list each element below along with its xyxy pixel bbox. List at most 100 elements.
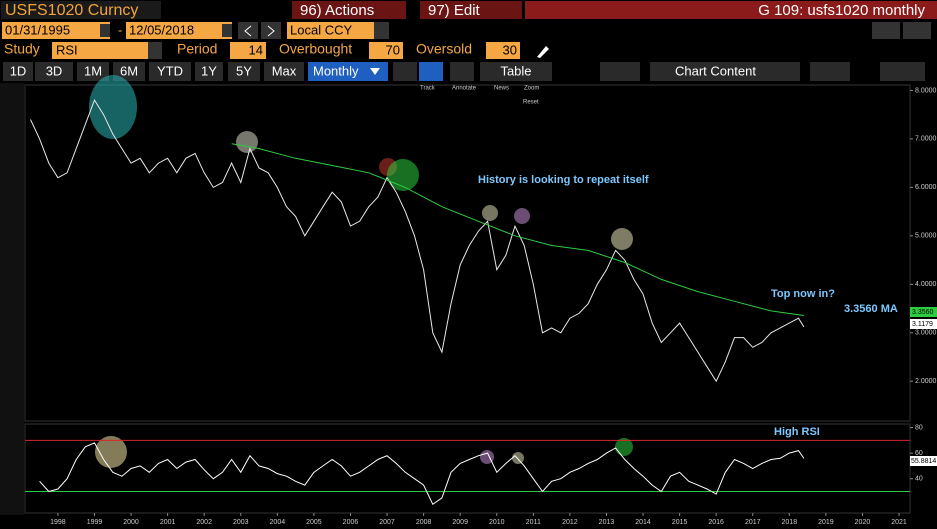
frequency: Monthly: [313, 63, 359, 78]
x-tick-label: 2012: [562, 519, 578, 526]
next-button[interactable]: [261, 22, 281, 39]
chart-tool[interactable]: Track: [420, 86, 436, 92]
x-tick-label: 2016: [708, 519, 724, 526]
period: 14: [249, 42, 263, 57]
chart-tool[interactable]: News: [494, 86, 509, 92]
x-tick-label: 2015: [672, 519, 688, 526]
y-tick-label: 6.0000: [915, 184, 937, 191]
range-label: YTD: [157, 63, 183, 78]
edit-chart-button[interactable]: [810, 62, 850, 81]
range-button[interactable]: [228, 62, 260, 81]
chart-tool[interactable]: Reset: [523, 100, 539, 106]
end-date: 12/05/2018: [129, 22, 194, 37]
annotation: History is looking to repeat itself: [478, 174, 649, 186]
x-tick-label: 2021: [891, 519, 907, 526]
edit-button[interactable]: [420, 1, 522, 19]
x-tick-label: 2003: [233, 519, 249, 526]
currency: Local CCY: [290, 22, 352, 37]
side-toolbar: [0, 83, 24, 515]
y-tick-label: 5.0000: [915, 233, 937, 240]
range-button[interactable]: [264, 62, 304, 81]
x-tick-label: 2007: [379, 519, 395, 526]
range-button[interactable]: [3, 62, 33, 81]
collapse-button[interactable]: [600, 62, 640, 81]
x-tick-label: 2004: [270, 519, 286, 526]
range-label: 6M: [120, 63, 138, 78]
x-tick-label: 2008: [416, 519, 432, 526]
y-tick-label: 60: [915, 450, 923, 457]
dropdown[interactable]: [374, 22, 389, 39]
currency-field[interactable]: [287, 22, 389, 39]
study-label: Study: [4, 41, 40, 57]
actions-button[interactable]: [292, 1, 406, 19]
chart-tool[interactable]: Annotate: [452, 86, 477, 92]
overbought-label: Overbought: [279, 41, 352, 57]
settings-button[interactable]: [880, 62, 925, 81]
table-label: Table: [500, 63, 531, 78]
dropdown[interactable]: [450, 62, 474, 81]
series-line: [231, 143, 804, 316]
range-label: 3D: [46, 63, 63, 78]
study-field[interactable]: [52, 42, 162, 59]
y-tick-label: 7.0000: [915, 136, 937, 143]
chart-content-button[interactable]: [650, 62, 800, 81]
period-field[interactable]: [230, 42, 266, 59]
overbought-field[interactable]: [369, 42, 403, 59]
pencil-icon[interactable]: [537, 46, 549, 58]
range-button[interactable]: [195, 62, 223, 81]
chart-tools: Track Annotate News Zoom Reset: [420, 86, 539, 106]
range-button[interactable]: [149, 62, 191, 81]
x-tick-label: 2010: [489, 519, 505, 526]
range-button[interactable]: [35, 62, 73, 81]
dropdown[interactable]: [148, 42, 162, 59]
highlight: [236, 131, 258, 153]
chart-area: [0, 83, 937, 529]
oversold-field[interactable]: [486, 42, 520, 59]
calendar-icon[interactable]: [100, 24, 110, 37]
end-date-field[interactable]: [126, 22, 232, 39]
series-line: [39, 442, 805, 506]
ticker-box[interactable]: [1, 1, 161, 19]
frequency-button[interactable]: [308, 62, 388, 81]
last-value: 3.1179: [912, 321, 933, 328]
calendar-icon[interactable]: [222, 24, 232, 37]
rsi-panel: [24, 423, 911, 514]
x-tick-label: 2011: [526, 519, 541, 526]
highlight: [89, 75, 137, 139]
next-arrow: [267, 25, 275, 37]
line-chart-button[interactable]: [393, 62, 417, 81]
undo-button[interactable]: [872, 22, 900, 39]
title-box: [525, 1, 937, 19]
toolbar: 1D 3D 1M 6M YTD 1Y 5Y Max Monthly Table Chart Cont…: [3, 62, 800, 81]
last-value: 55.8814: [911, 458, 936, 465]
highlight: [480, 450, 494, 464]
range-label: 1D: [10, 63, 27, 78]
range-button[interactable]: [113, 62, 145, 81]
chart-tool[interactable]: Zoom: [524, 86, 539, 92]
actions-label: 96) Actions: [300, 2, 374, 19]
prev-button[interactable]: [238, 22, 258, 39]
highlight: [611, 228, 633, 250]
table-button[interactable]: [480, 62, 552, 81]
y-tick-label: 3.0000: [915, 330, 937, 337]
x-tick-label: 2001: [160, 519, 176, 526]
dropdown-arrow: [370, 68, 380, 75]
start-date-field[interactable]: [2, 22, 110, 39]
y-tick-label: 8.0000: [915, 87, 937, 94]
range-button[interactable]: [77, 62, 109, 81]
price-panel: [24, 84, 911, 422]
x-tick-label: 2005: [306, 519, 322, 526]
page-title: G 109: usfs1020 monthly: [758, 2, 925, 19]
range-label: 1Y: [201, 63, 217, 78]
x-tick-label: 1999: [87, 519, 103, 526]
redo-button[interactable]: [903, 22, 931, 39]
highlight: [95, 436, 127, 468]
last-value: 3.3560: [912, 309, 934, 316]
x-tick-label: 2000: [123, 519, 139, 526]
x-tick-label: 2018: [782, 519, 798, 526]
annotation: 3.3560 MA: [844, 303, 898, 315]
last-value-box: [910, 319, 937, 329]
last-value-box: [910, 456, 937, 466]
bar-chart-button[interactable]: [419, 62, 443, 81]
start-date: 01/31/1995: [5, 22, 70, 37]
